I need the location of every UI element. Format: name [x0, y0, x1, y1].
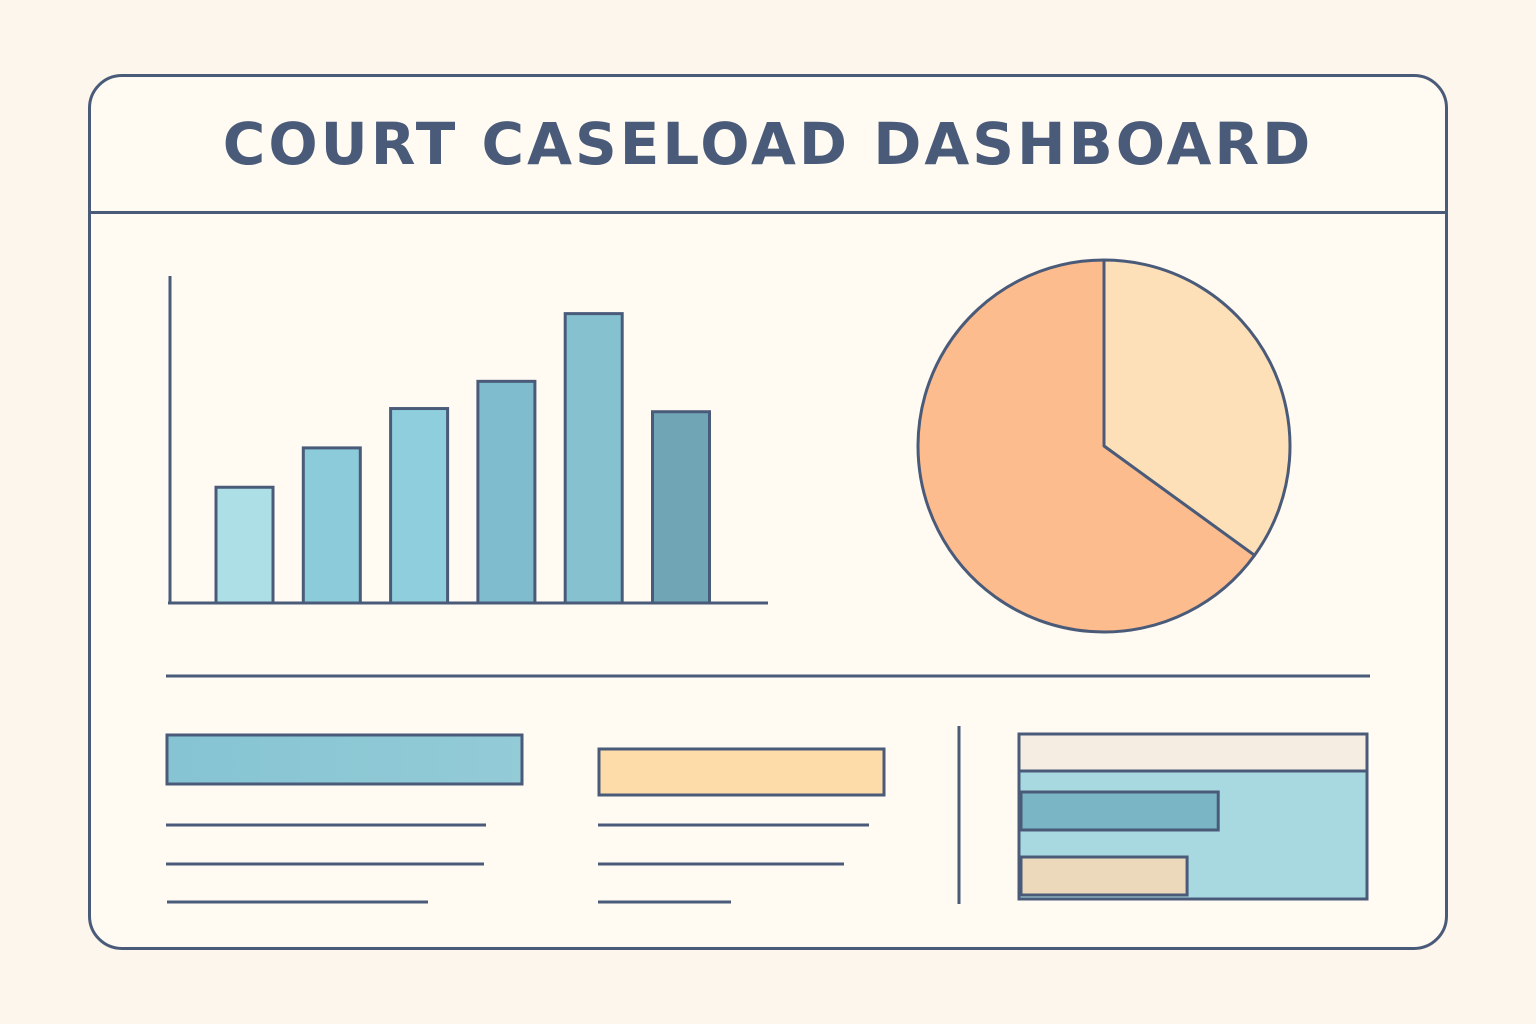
mini-bar-chart[interactable] [1017, 732, 1369, 901]
bar-3[interactable] [389, 407, 450, 605]
pie-slice-small[interactable] [1102, 258, 1292, 557]
dashboard-header: COURT CASELOAD DASHBOARD [91, 77, 1445, 214]
mini-chart-header [1017, 732, 1369, 773]
card-2-header-bar [597, 747, 886, 797]
bar-6[interactable] [651, 410, 711, 605]
card-1-header-bar [165, 733, 524, 786]
pie-chart[interactable] [916, 258, 1292, 634]
bar-chart-bars [214, 312, 711, 605]
bar-4[interactable] [476, 379, 537, 605]
summary-card-1[interactable] [165, 733, 524, 904]
bar-chart[interactable] [168, 276, 768, 605]
bar-2[interactable] [301, 446, 362, 605]
page-title: COURT CASELOAD DASHBOARD [222, 110, 1314, 178]
mini-bar-2[interactable] [1019, 855, 1189, 897]
summary-card-2[interactable] [597, 747, 886, 904]
mini-bar-1[interactable] [1019, 790, 1220, 832]
bar-5[interactable] [563, 312, 624, 605]
pie-slice-large[interactable] [916, 258, 1256, 634]
bar-1[interactable] [214, 485, 275, 605]
